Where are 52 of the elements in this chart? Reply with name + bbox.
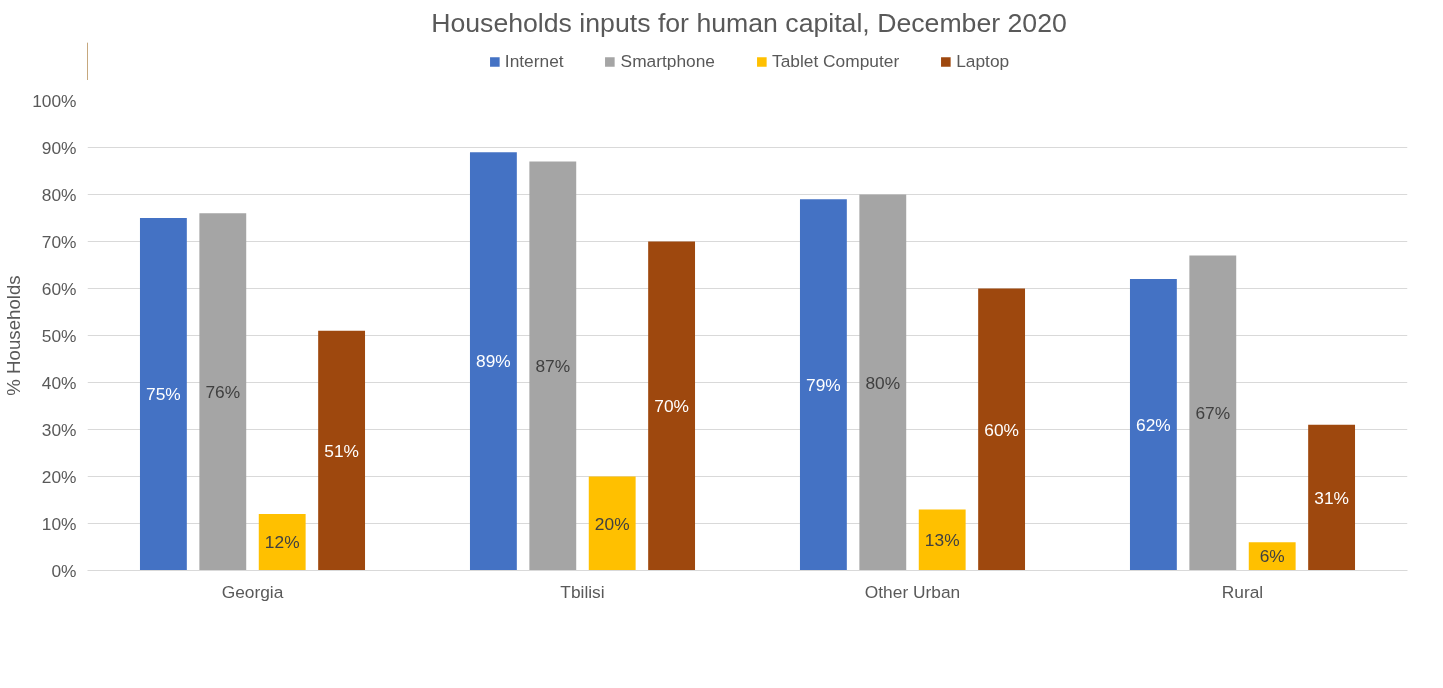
bar xyxy=(258,514,306,571)
x-tick-label: Georgia xyxy=(221,581,284,602)
data-label: 80% xyxy=(865,372,901,393)
y-tick-label: 0% xyxy=(51,560,77,581)
data-label: 51% xyxy=(324,440,359,461)
y-tick-label: 30% xyxy=(41,419,77,440)
legend-label: Laptop xyxy=(956,50,1010,72)
y-tick-label: 60% xyxy=(41,278,77,299)
data-label: 13% xyxy=(924,529,960,550)
bar xyxy=(918,509,966,571)
data-label: 75% xyxy=(146,384,181,405)
y-tick-label: 10% xyxy=(41,513,77,534)
x-tick-label: Rural xyxy=(1221,581,1264,602)
data-label: 6% xyxy=(1259,546,1285,567)
legend-label: Smartphone xyxy=(620,50,716,72)
y-tick-label: 80% xyxy=(41,184,77,205)
y-tick-label: 90% xyxy=(41,137,77,158)
bar xyxy=(139,218,187,571)
bar xyxy=(529,161,577,571)
y-tick-label: 70% xyxy=(41,231,77,252)
bar xyxy=(199,213,247,571)
data-label: 12% xyxy=(264,532,300,553)
bar xyxy=(588,476,636,571)
bar xyxy=(1308,424,1356,571)
data-label: 60% xyxy=(984,419,1019,440)
data-label: 76% xyxy=(205,381,241,402)
bar xyxy=(1189,255,1237,571)
y-tick-label: 100% xyxy=(32,90,77,111)
data-label: 89% xyxy=(476,351,511,372)
data-label: 20% xyxy=(594,513,630,534)
bar xyxy=(318,330,366,571)
y-axis-title: % Households xyxy=(3,275,25,396)
legend-label: Tablet Computer xyxy=(772,50,900,72)
legend-label: Internet xyxy=(504,50,564,72)
x-tick-label: Tbilisi xyxy=(560,581,605,602)
y-tick-label: 20% xyxy=(41,466,77,487)
y-tick-label: 50% xyxy=(41,325,77,346)
bar xyxy=(799,199,847,571)
data-label: 79% xyxy=(806,374,841,395)
y-tick-label: 40% xyxy=(41,372,77,393)
bar xyxy=(1129,279,1177,571)
bar xyxy=(859,194,907,571)
chart-title: Households inputs for human capital, December 2020 xyxy=(431,7,1067,38)
data-label: 70% xyxy=(654,396,689,416)
x-tick-label: Other Urban xyxy=(864,581,961,602)
data-label: 87% xyxy=(535,356,571,377)
data-label: 31% xyxy=(1314,487,1349,508)
bar xyxy=(469,152,517,571)
data-label: 62% xyxy=(1136,414,1171,435)
bar xyxy=(648,241,696,571)
bar xyxy=(978,288,1026,571)
data-label: 67% xyxy=(1195,403,1231,424)
